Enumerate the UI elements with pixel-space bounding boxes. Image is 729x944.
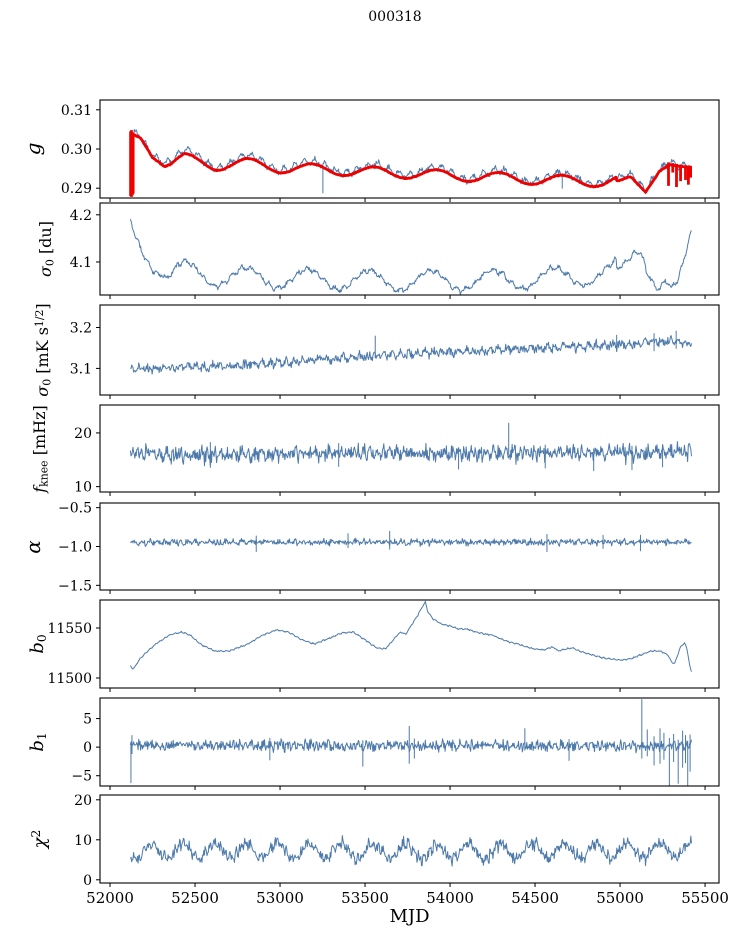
panel-b0 xyxy=(129,600,692,672)
series-sigma0-mks-data xyxy=(130,335,692,375)
y-axis-label-segment: 2 xyxy=(29,829,43,838)
y-axis-label-chi2: χ2 xyxy=(24,709,51,944)
x-tick-label: 52000 xyxy=(86,889,134,907)
y-axis-label-segment: χ xyxy=(29,837,51,849)
series-chi2-data xyxy=(129,835,692,867)
y-tick-label: 0.31 xyxy=(61,103,92,119)
y-tick-label: 4.1 xyxy=(70,255,92,271)
panel-frame-sigma0-mks xyxy=(99,304,720,396)
x-tick-label: 54000 xyxy=(426,889,474,907)
panel-frame-b1 xyxy=(99,697,720,787)
y-tick-label: 4.2 xyxy=(70,208,92,224)
y-tick-label: 11550 xyxy=(47,621,92,637)
y-tick-label: 5 xyxy=(83,712,92,728)
series-sigma0-du-data xyxy=(129,218,692,295)
y-tick-label: 0 xyxy=(83,740,92,756)
y-axis-label-segment: ] xyxy=(32,303,52,310)
y-tick-label: 0.29 xyxy=(61,181,92,197)
y-tick-label: 10 xyxy=(74,833,92,849)
series-alpha-data xyxy=(130,537,692,547)
y-tick-label: 3.2 xyxy=(70,321,92,337)
y-tick-label: 10 xyxy=(74,480,92,496)
x-tick-label: 53500 xyxy=(341,889,389,907)
x-tick-label: 55500 xyxy=(681,889,729,907)
panel-chi2 xyxy=(129,835,692,867)
series-g-fit xyxy=(129,132,693,194)
panel-frame-sigma0-du xyxy=(99,202,720,296)
series-b0-data xyxy=(129,600,692,672)
y-tick-label: 0 xyxy=(83,873,92,889)
panel-frame-alpha xyxy=(99,502,720,591)
panel-alpha xyxy=(130,530,692,552)
x-tick-label: 54500 xyxy=(511,889,559,907)
panel-frame-g xyxy=(99,99,720,199)
y-tick-label: 3.1 xyxy=(70,361,92,377)
x-tick-label: 53000 xyxy=(256,889,304,907)
y-tick-label: −1.5 xyxy=(58,578,92,594)
chart-title: 000318 xyxy=(368,9,422,25)
panel-sigma0-mks xyxy=(130,330,692,375)
y-tick-label: −1.0 xyxy=(58,540,92,556)
y-tick-label: −0.5 xyxy=(58,501,92,517)
panel-g xyxy=(129,129,693,197)
panel-sigma0-du xyxy=(129,218,692,295)
panel-b1 xyxy=(129,699,692,786)
panel-frame-fknee xyxy=(99,404,720,493)
y-tick-label: 20 xyxy=(74,426,92,442)
y-tick-label: 20 xyxy=(74,793,92,809)
x-tick-label: 55000 xyxy=(596,889,644,907)
x-axis-label: MJD xyxy=(389,906,430,927)
y-tick-label: −5 xyxy=(71,769,92,785)
series-fknee-data xyxy=(129,441,692,467)
y-tick-label: 0.30 xyxy=(61,142,92,158)
y-tick-label: 11500 xyxy=(47,671,92,687)
x-tick-label: 52500 xyxy=(171,889,219,907)
panel-fknee xyxy=(129,422,692,472)
series-b1-data xyxy=(129,738,692,754)
panel-frame-b0 xyxy=(99,599,720,689)
panel-frame-chi2 xyxy=(99,794,720,884)
